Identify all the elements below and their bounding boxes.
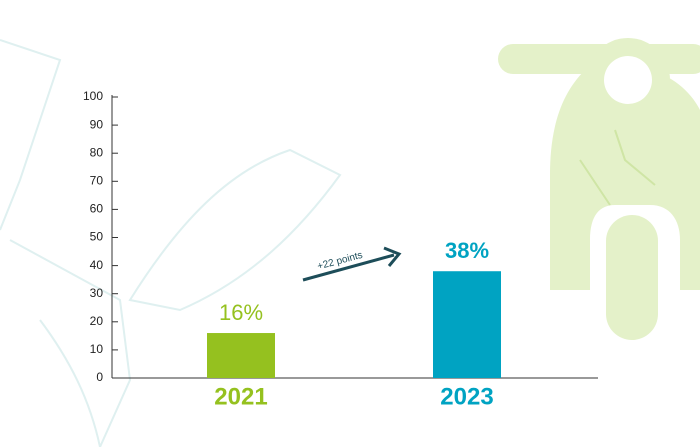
y-tick-label: 40	[90, 258, 104, 272]
value-label: 38%	[445, 238, 489, 263]
annotation: +22 points	[302, 246, 402, 282]
y-tick-label: 60	[90, 202, 104, 216]
category-label: 2023	[440, 383, 493, 410]
bar	[207, 333, 275, 378]
category-label: 2021	[214, 383, 267, 410]
y-tick-label: 100	[83, 89, 103, 103]
y-tick-label: 80	[90, 145, 104, 159]
y-tick-label: 90	[90, 117, 104, 131]
y-tick-label: 30	[90, 286, 104, 300]
arrow-head	[383, 246, 402, 267]
arrow-line	[302, 253, 395, 282]
y-tick-label: 70	[90, 173, 104, 187]
y-tick-label: 50	[90, 230, 104, 244]
value-label: 16%	[219, 300, 263, 325]
y-tick-label: 10	[90, 342, 104, 356]
y-tick-label: 20	[90, 314, 104, 328]
background-decoration	[0, 38, 700, 447]
bar	[433, 271, 501, 378]
y-tick-label: 0	[96, 370, 103, 384]
